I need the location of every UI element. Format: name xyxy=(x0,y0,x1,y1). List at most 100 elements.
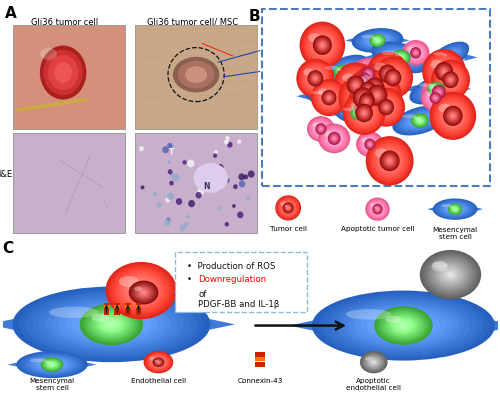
Ellipse shape xyxy=(434,88,443,96)
Ellipse shape xyxy=(336,64,376,106)
Ellipse shape xyxy=(366,78,384,97)
Ellipse shape xyxy=(320,57,365,87)
Ellipse shape xyxy=(430,84,443,94)
Text: Downregulation: Downregulation xyxy=(198,275,266,285)
Ellipse shape xyxy=(310,73,321,84)
Ellipse shape xyxy=(436,88,442,96)
Ellipse shape xyxy=(414,117,419,119)
Ellipse shape xyxy=(347,69,390,112)
Ellipse shape xyxy=(318,86,340,109)
Ellipse shape xyxy=(358,73,371,86)
Ellipse shape xyxy=(354,72,400,119)
Ellipse shape xyxy=(319,90,332,102)
Ellipse shape xyxy=(363,81,391,110)
Ellipse shape xyxy=(444,269,458,280)
Ellipse shape xyxy=(442,53,454,62)
Ellipse shape xyxy=(336,68,342,71)
Ellipse shape xyxy=(50,363,54,366)
Ellipse shape xyxy=(359,70,391,104)
Ellipse shape xyxy=(360,136,379,153)
Ellipse shape xyxy=(406,43,426,62)
Ellipse shape xyxy=(323,59,362,85)
Ellipse shape xyxy=(300,21,345,68)
Ellipse shape xyxy=(434,62,467,97)
Ellipse shape xyxy=(353,75,383,106)
Ellipse shape xyxy=(428,84,445,94)
Ellipse shape xyxy=(429,85,444,93)
Ellipse shape xyxy=(352,110,366,117)
Ellipse shape xyxy=(448,111,458,121)
Ellipse shape xyxy=(362,137,378,152)
FancyBboxPatch shape xyxy=(255,362,265,367)
Ellipse shape xyxy=(26,355,78,375)
Ellipse shape xyxy=(362,68,374,79)
Ellipse shape xyxy=(369,84,378,89)
Ellipse shape xyxy=(419,120,420,121)
Ellipse shape xyxy=(368,80,382,94)
Ellipse shape xyxy=(451,114,454,117)
Ellipse shape xyxy=(312,123,320,127)
Ellipse shape xyxy=(444,107,462,125)
Ellipse shape xyxy=(388,73,397,82)
Ellipse shape xyxy=(380,67,392,75)
Ellipse shape xyxy=(194,163,228,193)
Ellipse shape xyxy=(356,105,372,121)
Ellipse shape xyxy=(328,132,340,145)
Ellipse shape xyxy=(304,67,326,90)
Ellipse shape xyxy=(167,193,174,200)
Ellipse shape xyxy=(434,261,468,288)
Ellipse shape xyxy=(312,35,332,55)
Ellipse shape xyxy=(356,77,368,88)
Ellipse shape xyxy=(358,112,360,114)
Ellipse shape xyxy=(440,68,462,91)
Ellipse shape xyxy=(322,58,363,86)
Ellipse shape xyxy=(378,64,396,83)
Ellipse shape xyxy=(329,133,340,143)
Ellipse shape xyxy=(48,362,56,367)
Ellipse shape xyxy=(358,66,367,72)
Ellipse shape xyxy=(239,181,246,187)
Ellipse shape xyxy=(44,359,60,370)
Ellipse shape xyxy=(342,71,343,72)
Ellipse shape xyxy=(352,82,359,88)
Ellipse shape xyxy=(12,287,210,362)
Ellipse shape xyxy=(156,360,161,364)
Ellipse shape xyxy=(305,84,346,109)
Ellipse shape xyxy=(312,74,320,82)
Ellipse shape xyxy=(348,77,364,93)
Ellipse shape xyxy=(427,82,446,96)
Ellipse shape xyxy=(280,201,287,206)
Ellipse shape xyxy=(358,75,386,100)
Ellipse shape xyxy=(436,65,464,94)
Ellipse shape xyxy=(426,256,474,294)
Ellipse shape xyxy=(334,138,335,139)
Ellipse shape xyxy=(350,85,375,110)
Polygon shape xyxy=(470,206,483,213)
Ellipse shape xyxy=(312,120,330,137)
Ellipse shape xyxy=(365,70,372,78)
Ellipse shape xyxy=(386,314,420,337)
Ellipse shape xyxy=(422,49,466,94)
Ellipse shape xyxy=(414,116,425,125)
Ellipse shape xyxy=(442,203,468,216)
Ellipse shape xyxy=(425,254,476,295)
Ellipse shape xyxy=(72,309,151,339)
Ellipse shape xyxy=(412,49,420,57)
Ellipse shape xyxy=(318,40,327,50)
Ellipse shape xyxy=(343,91,386,135)
Ellipse shape xyxy=(442,52,454,63)
Ellipse shape xyxy=(304,27,340,64)
Ellipse shape xyxy=(92,314,109,322)
Ellipse shape xyxy=(378,148,402,173)
Ellipse shape xyxy=(428,257,472,293)
Ellipse shape xyxy=(396,53,406,62)
Ellipse shape xyxy=(352,74,385,108)
Ellipse shape xyxy=(448,76,454,83)
Ellipse shape xyxy=(299,62,332,95)
Ellipse shape xyxy=(328,132,341,144)
Ellipse shape xyxy=(134,287,142,291)
Ellipse shape xyxy=(349,83,377,112)
Ellipse shape xyxy=(375,207,380,212)
Ellipse shape xyxy=(442,71,459,88)
Ellipse shape xyxy=(354,110,358,112)
